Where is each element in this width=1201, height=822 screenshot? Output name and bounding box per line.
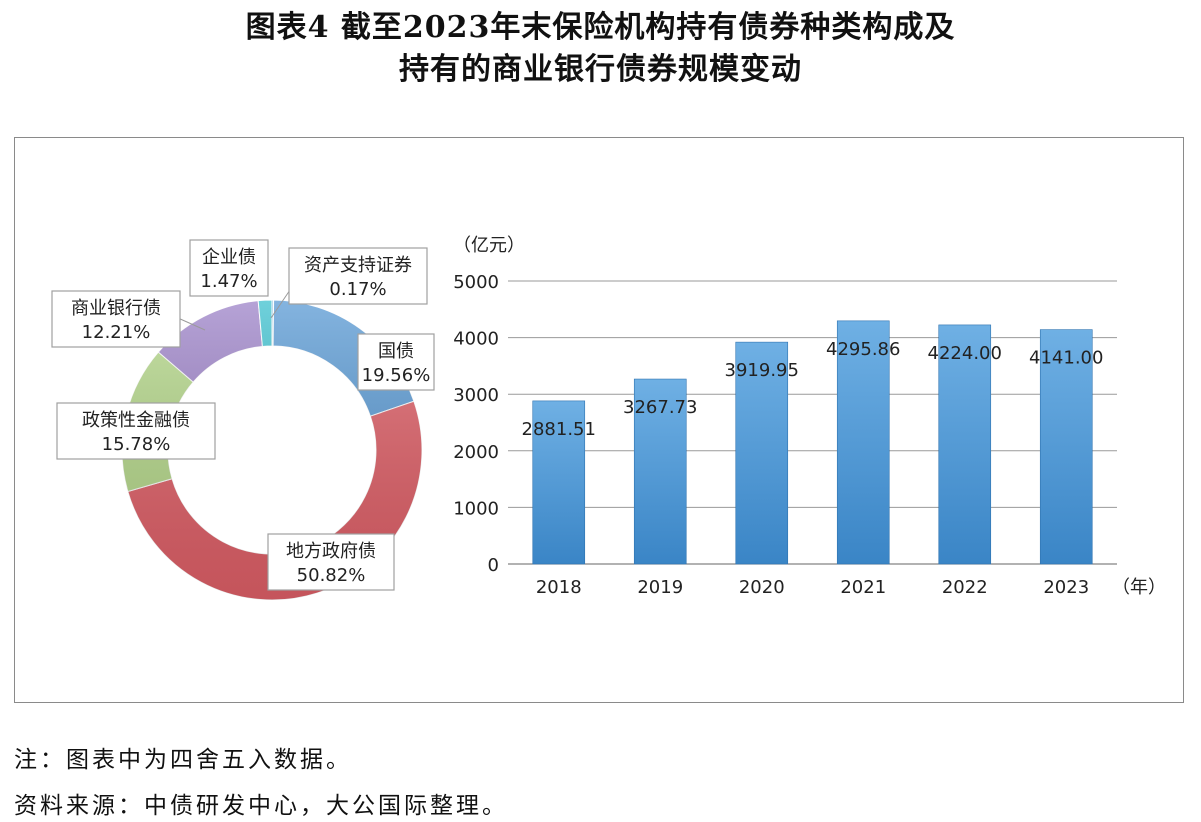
x-tick-label-2020: 2020: [739, 577, 785, 598]
slice-name-label-5: 企业债: [202, 247, 256, 268]
slice-name-label-1: 国债: [378, 341, 414, 362]
y-tick-label-2: 2000: [453, 442, 499, 463]
y-axis-unit-label: （亿元）: [453, 235, 525, 256]
slice-label-box-3: [56, 402, 216, 460]
chart-title-line-2: 持有的商业银行债券规模变动: [399, 52, 802, 87]
slice-pct-label-1: 19.56%: [362, 365, 431, 386]
bar-value-label-2019: 3267.73: [623, 397, 697, 418]
slice-label-box-4: [51, 290, 181, 348]
bar-value-label-2020: 3919.95: [725, 360, 799, 381]
bar-2023: [1039, 329, 1093, 565]
slice-name-label-4: 商业银行债: [71, 298, 161, 319]
y-tick-label-3: 3000: [453, 385, 499, 406]
donut-chart: 资产支持证券 0.17% 国债 19.56% 地方政府债 50.82% 政策性金融债 15.7…: [51, 239, 435, 601]
x-tick-label-2019: 2019: [637, 577, 683, 598]
bar-2020: [735, 341, 789, 565]
slice-label-box-1: [357, 333, 435, 391]
bar-value-label-2022: 4224.00: [928, 343, 1002, 364]
slice-label-box-2: [267, 533, 395, 591]
y-tick-label-5: 5000: [453, 272, 499, 293]
source-note: 资料来源：中债研发中心，大公国际整理。: [14, 793, 508, 819]
slice-label-box-5: [189, 239, 269, 297]
bar-value-label-2023: 4141.00: [1029, 348, 1103, 369]
x-tick-label-2018: 2018: [536, 577, 582, 598]
bar-chart: 0 1000 2000 3000 4000 5000 （亿元） 2881.51 2018 3267…: [453, 235, 1166, 598]
slice-name-label-3: 政策性金融债: [82, 410, 190, 431]
slice-name-label-0: 资产支持证券: [304, 255, 412, 276]
slice-pct-label-5: 1.47%: [200, 271, 257, 292]
bar-2021: [836, 320, 890, 565]
bar-2019: [633, 378, 687, 565]
y-tick-label-1: 1000: [453, 498, 499, 519]
bar-value-label-2021: 4295.86: [826, 339, 900, 360]
leader-line-0: [270, 289, 291, 319]
slice-name-label-2: 地方政府债: [286, 541, 376, 562]
donut-shading: [121, 300, 422, 600]
x-axis-unit-label: （年）: [1112, 577, 1166, 598]
x-tick-label-2021: 2021: [840, 577, 886, 598]
y-tick-label-0: 0: [488, 555, 499, 576]
bar-value-label-2018: 2881.51: [522, 419, 596, 440]
bar-2022: [938, 324, 992, 565]
leader-line-4: [177, 317, 206, 331]
x-tick-label-2023: 2023: [1043, 577, 1089, 598]
slice-pct-label-2: 50.82%: [297, 565, 366, 586]
chart-title-line-1: 图表4 截至2023年末保险机构持有债券种类构成及: [245, 10, 956, 45]
x-tick-label-2022: 2022: [942, 577, 988, 598]
figure-frame: [14, 137, 1184, 703]
y-tick-label-4: 4000: [453, 329, 499, 350]
footnote: 注：图表中为四舍五入数据。: [14, 747, 352, 773]
slice-pct-label-3: 15.78%: [102, 434, 171, 455]
bar-2018: [532, 400, 586, 565]
slice-pct-label-4: 12.21%: [82, 322, 151, 343]
slice-label-box-0: [288, 247, 428, 305]
slice-pct-label-0: 0.17%: [329, 279, 386, 300]
